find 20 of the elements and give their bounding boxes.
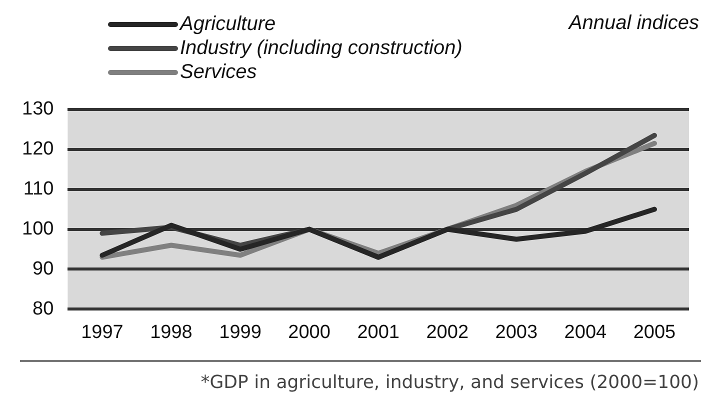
x-tick-label: 2001	[357, 322, 400, 343]
y-tick-label: 110	[23, 178, 54, 200]
y-tick-label: 80	[32, 298, 54, 320]
x-tick-label: 2004	[564, 322, 608, 343]
legend-label: Industry (including construction)	[180, 36, 462, 60]
x-tick-label: 1997	[81, 322, 124, 343]
y-tick-label: 120	[22, 138, 54, 160]
x-tick-label: 1999	[219, 322, 262, 343]
y-tick-label: 130	[22, 98, 54, 120]
x-tick-label: 2005	[633, 322, 676, 343]
x-tick-label: 1998	[150, 322, 192, 343]
text: *GDP in agriculture, industry, and services (2000=100)	[200, 372, 699, 393]
x-tick-label: 2003	[495, 322, 538, 343]
legend-label: Agriculture	[180, 12, 276, 36]
x-tick-label: 2002	[426, 322, 469, 343]
legend-label: Services	[180, 60, 257, 84]
y-tick-label: 100	[22, 218, 54, 240]
y-tick-label: 90	[32, 258, 54, 280]
x-tick-label: 2000	[288, 322, 330, 343]
chart-subtitle: Annual indices	[568, 12, 699, 35]
